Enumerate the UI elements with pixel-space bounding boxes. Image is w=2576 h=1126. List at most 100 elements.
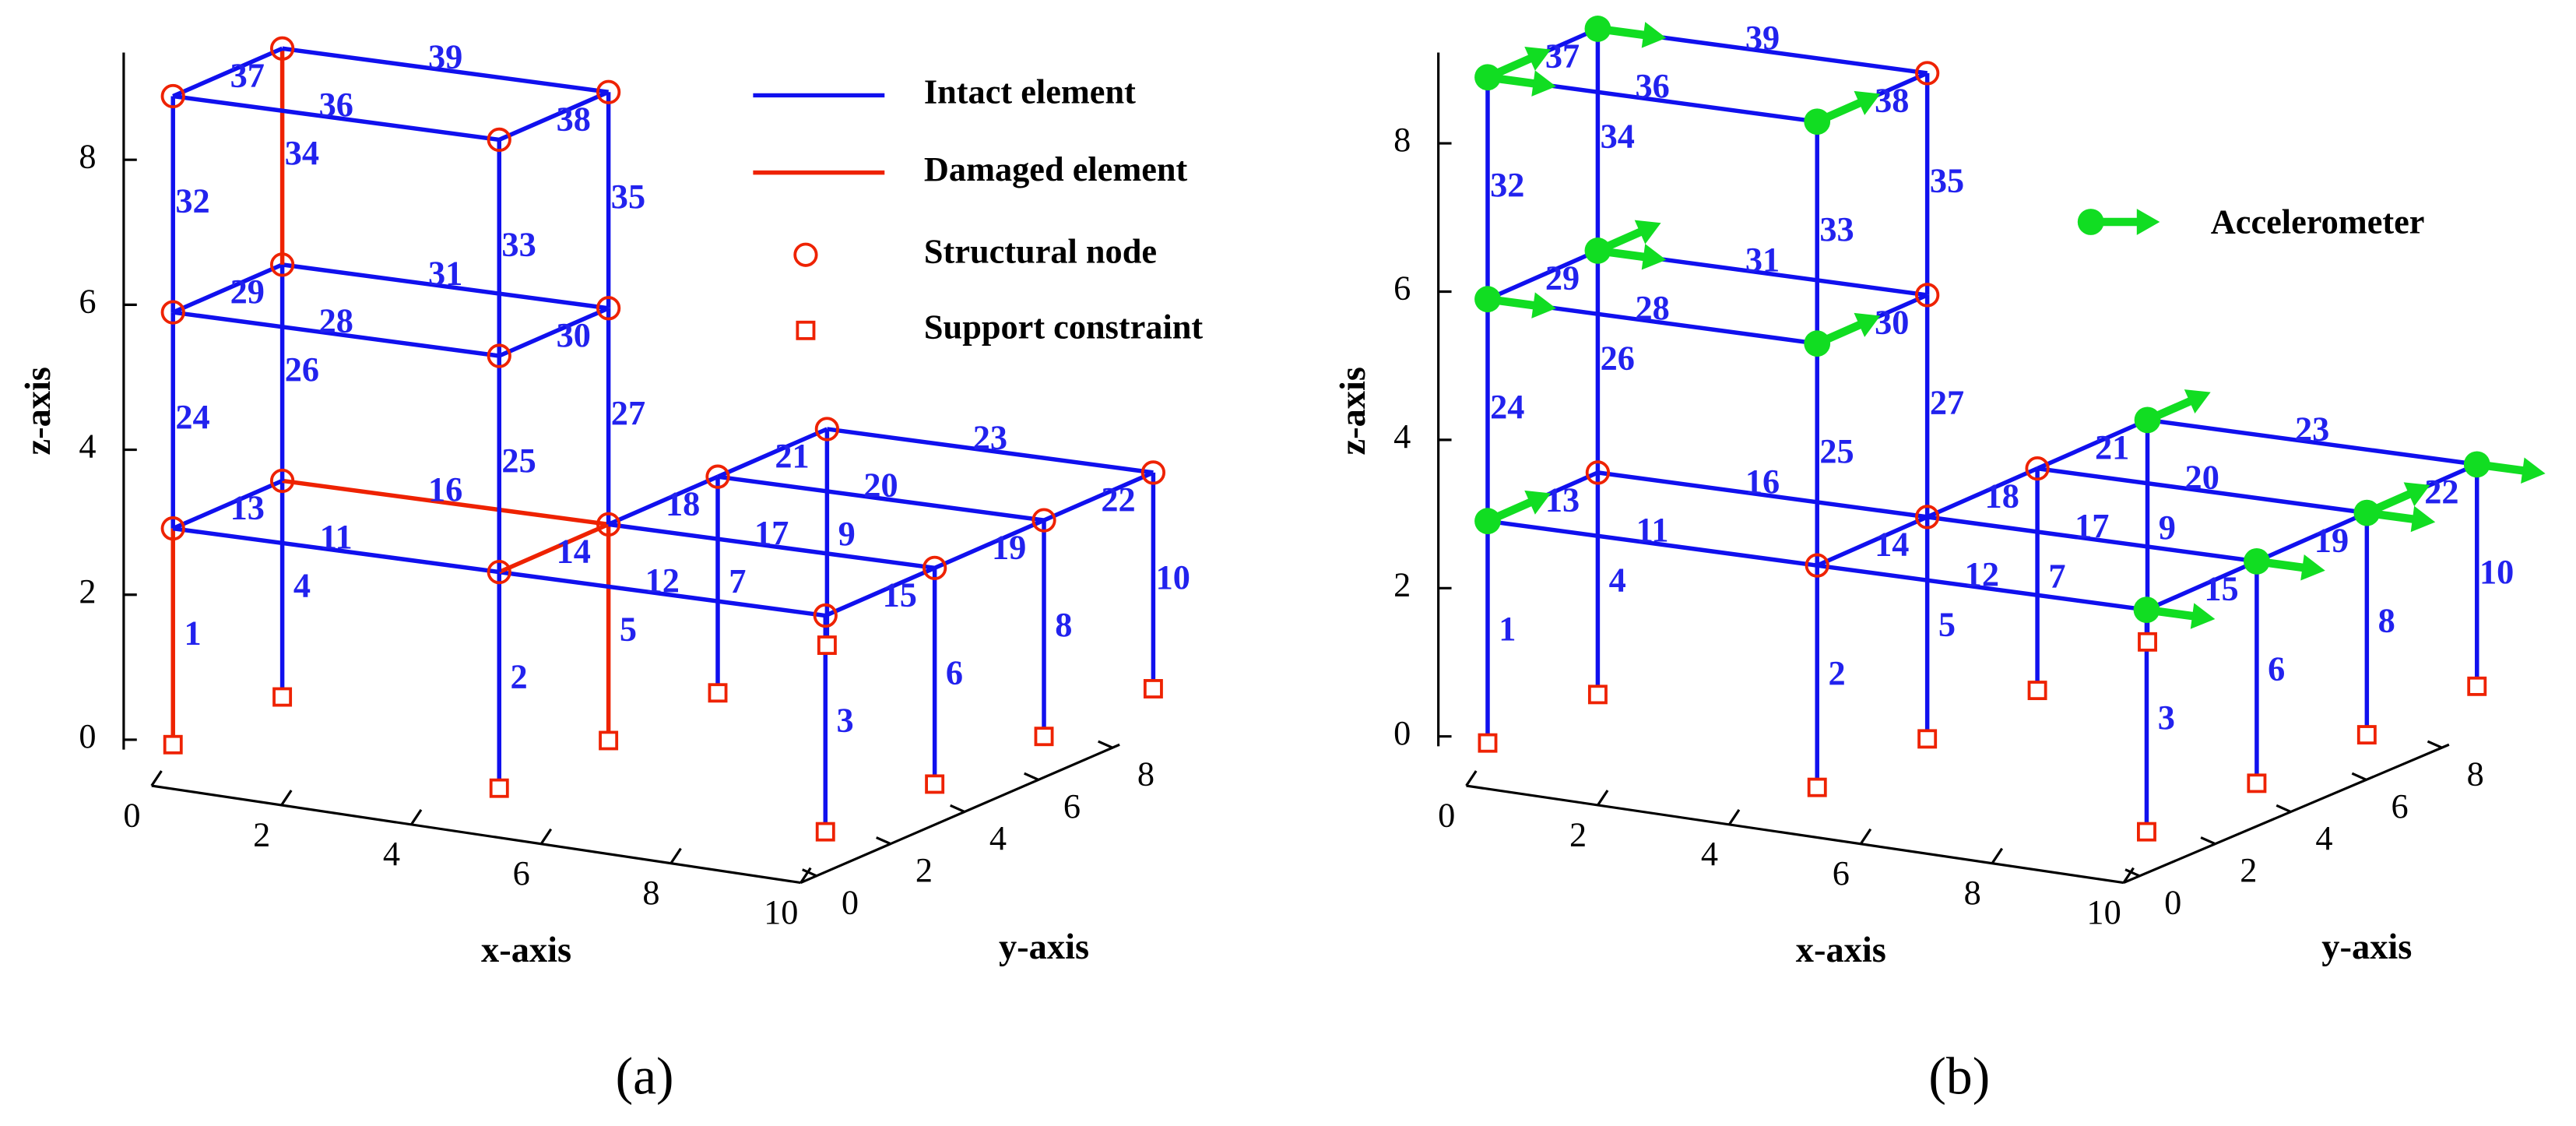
y-tick-label: 8: [1137, 755, 1154, 793]
z-axis-title: z-axis: [1334, 367, 1373, 455]
element-label: 31: [1745, 241, 1780, 279]
element-label: 31: [428, 254, 462, 292]
element-label: 14: [557, 533, 591, 571]
z-tick-label: 6: [1393, 269, 1411, 308]
structural-node: [487, 343, 511, 368]
element-label: 1: [1499, 610, 1516, 648]
x-tick: [1991, 847, 2004, 864]
accelerometer-x-head: [1531, 292, 1556, 318]
structural-node: [1915, 283, 1940, 308]
x-tick-label: 0: [123, 796, 140, 834]
support-constraint: [2027, 681, 2047, 701]
support-constraint: [1478, 733, 1498, 753]
y-axis-line: [2123, 743, 2450, 885]
intact-element: [498, 90, 610, 142]
element-label: 38: [557, 100, 591, 138]
support-constraint: [1587, 684, 1608, 705]
element-label: 21: [2095, 428, 2129, 466]
element-label: 39: [1745, 19, 1780, 57]
accelerometer: [1584, 238, 1611, 264]
structural-node: [813, 603, 838, 628]
x-tick-label: 0: [1438, 796, 1455, 834]
element-label: 22: [2424, 473, 2458, 511]
element-label: 8: [1055, 606, 1072, 644]
intact-element: [1926, 466, 2039, 519]
intact-element: [2255, 511, 2368, 564]
element-label: 38: [1875, 82, 1909, 120]
element-label: 14: [1875, 526, 1909, 564]
accelerometer-y-head: [1854, 90, 1881, 115]
element-label: 13: [230, 489, 265, 527]
element-label: 34: [1601, 118, 1635, 156]
x-tick: [1727, 808, 1741, 825]
structural-node: [269, 36, 295, 61]
intact-element: [1927, 515, 2258, 564]
element-label: 17: [2075, 507, 2109, 545]
z-tick-label: 4: [1393, 417, 1411, 456]
element-label: 12: [645, 561, 680, 600]
accelerometer-y-head: [1524, 490, 1552, 515]
structural-node: [487, 127, 511, 153]
x-tick: [280, 790, 293, 806]
y-tick: [1024, 772, 1040, 782]
intact-element: [1816, 563, 2147, 612]
y-axis-line: [800, 743, 1120, 885]
element-label: 22: [1101, 480, 1135, 519]
legend-accelerometer: [2077, 209, 2104, 235]
accelerometer-x-head: [2190, 603, 2216, 629]
z-axis-title: z-axis: [19, 367, 58, 455]
intact-element: [717, 474, 1045, 523]
intact-element: [172, 262, 283, 315]
element-label: 16: [428, 470, 462, 508]
intact-element: [282, 262, 609, 311]
intact-element: [498, 569, 826, 618]
intact-element: [608, 522, 936, 571]
element-label: 32: [1490, 166, 1524, 204]
accelerometer: [2353, 499, 2381, 526]
element-label: 4: [1609, 561, 1626, 600]
structural-node: [705, 464, 730, 489]
legend-node: [793, 242, 818, 267]
x-tick: [2122, 867, 2135, 884]
element-label: 8: [2378, 601, 2395, 639]
accelerometer-x-head: [2521, 457, 2546, 484]
x-tick-label: 8: [1964, 874, 1981, 912]
intact-element: [824, 565, 936, 618]
element-label: 30: [557, 316, 591, 354]
element-label: 20: [2185, 459, 2219, 497]
support-constraint: [815, 822, 835, 842]
element-label: 5: [620, 610, 637, 648]
element-label: 15: [883, 576, 917, 614]
x-axis-line: [151, 784, 801, 885]
y-tick-label: 6: [2391, 787, 2408, 825]
y-tick: [1098, 740, 1114, 749]
element-label: 29: [1545, 259, 1580, 297]
z-tick-label: 0: [79, 717, 96, 755]
z-tick-label: 2: [79, 572, 96, 611]
structural-node: [487, 559, 511, 585]
y-axis-title: y-axis: [2321, 927, 2412, 967]
y-tick: [950, 804, 966, 814]
element-label: 28: [319, 302, 353, 340]
z-tick-label: 2: [1393, 565, 1411, 603]
y-tick-label: 8: [2467, 755, 2484, 793]
legend-label: Damaged element: [924, 150, 1188, 188]
x-tick: [150, 770, 163, 786]
y-tick: [2200, 836, 2216, 846]
damaged-element: [498, 522, 610, 575]
structural-node: [596, 512, 621, 537]
element-label: 11: [320, 518, 353, 556]
structural-node: [2025, 456, 2050, 481]
structural-node: [1140, 460, 1166, 485]
intact-element: [1487, 519, 1818, 568]
element-label: 21: [775, 437, 809, 475]
structural-node: [1805, 553, 1829, 578]
x-tick: [1465, 770, 1478, 786]
y-tick: [2276, 804, 2292, 814]
legend-label: Structural node: [924, 232, 1157, 270]
intact-element: [172, 93, 500, 143]
element-label: 15: [2204, 570, 2238, 608]
accelerometer-y-head: [2184, 389, 2211, 413]
intact-element: [2145, 559, 2258, 612]
